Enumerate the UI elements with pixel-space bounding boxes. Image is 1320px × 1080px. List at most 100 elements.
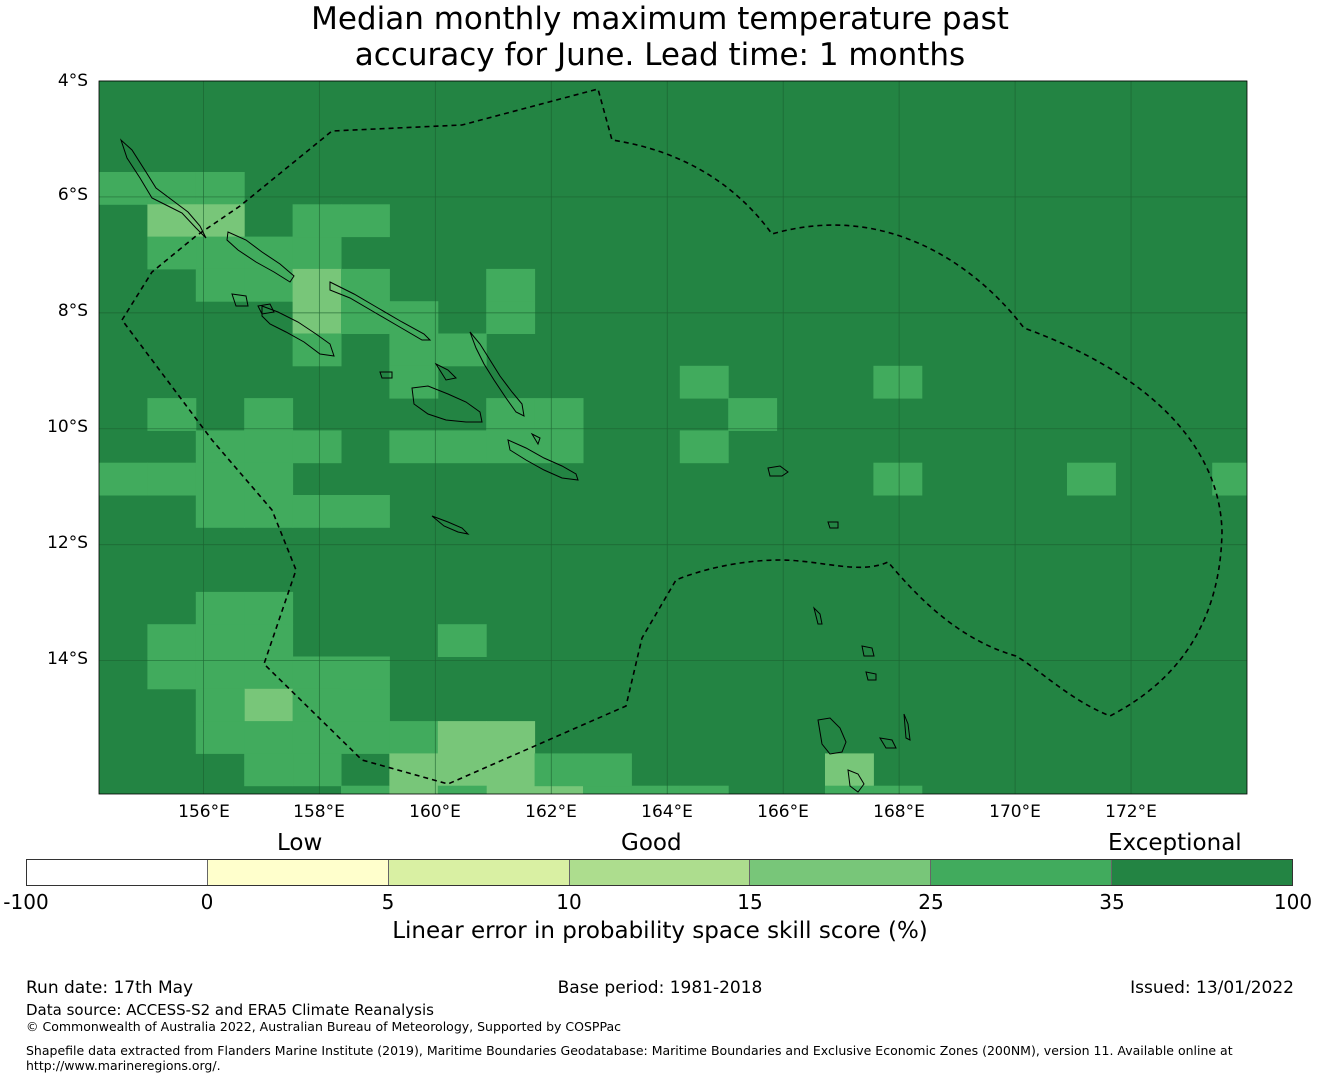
island-gaua: [865, 671, 877, 681]
skill-cell: [292, 333, 342, 367]
legend-category-exceptional: Exceptional: [1108, 830, 1242, 856]
lat-label-14s: 14°S: [47, 649, 88, 669]
skill-cell: [292, 204, 342, 238]
skill-cell: [486, 398, 536, 431]
skill-cell: [1067, 462, 1116, 496]
skill-cell: [244, 753, 294, 787]
skill-cell: [195, 591, 245, 625]
skill-cell: [389, 333, 439, 367]
legend-tick: 35: [1099, 890, 1125, 914]
skill-cell: [341, 495, 390, 528]
skill-cell: [389, 365, 439, 399]
island-vanua-lava: [861, 645, 875, 657]
skill-cell: [195, 204, 245, 238]
skill-cell: [244, 656, 294, 690]
lat-label-4s: 4°S: [57, 71, 88, 91]
skill-cell: [195, 624, 245, 657]
skill-cell: [147, 236, 197, 270]
skill-cell: [389, 721, 439, 754]
skill-cell: [292, 688, 342, 722]
skill-cell: [244, 236, 294, 270]
island-pentecost: [879, 737, 897, 749]
skill-cell: [825, 785, 874, 794]
skill-map: [98, 80, 1248, 795]
island-ulawa: [530, 432, 541, 446]
skill-cell: [244, 268, 294, 302]
skill-cell: [195, 688, 245, 722]
skill-cell: [292, 301, 342, 334]
skill-cell: [292, 656, 342, 690]
skill-cell: [147, 624, 197, 657]
skill-cell: [486, 753, 536, 787]
colorbar-label: Linear error in probability space skill …: [392, 918, 928, 944]
island-espiritu-santo: [817, 717, 847, 755]
map-title-line-1: Median monthly maximum temperature past: [311, 1, 1009, 37]
lon-label-166e: 166°E: [757, 802, 809, 822]
skill-cell: [99, 172, 148, 205]
lon-label-172e: 172°E: [1105, 802, 1157, 822]
lon-label-170e: 170°E: [989, 802, 1041, 822]
island-malaita: [469, 331, 525, 417]
skill-cell: [195, 495, 245, 528]
skill-cell: [583, 785, 632, 794]
island-santa-cruz: [767, 465, 789, 477]
legend-category-low: Low: [277, 830, 323, 856]
legend-tick: -100: [3, 890, 49, 914]
legend-tick: 25: [918, 890, 944, 914]
legend-swatch: [569, 860, 751, 885]
skill-cell: [195, 236, 245, 270]
issued-date: Issued: 13/01/2022: [1130, 978, 1294, 998]
skill-cell: [244, 721, 294, 754]
lon-label-162e: 162°E: [525, 802, 577, 822]
lon-label-168e: 168°E: [873, 802, 925, 822]
skill-cells: [99, 172, 1247, 794]
island-bougainville: [119, 138, 207, 239]
run-date: Run date: 17th May: [26, 978, 194, 998]
lat-label-10s: 10°S: [47, 417, 88, 437]
lon-label-156e: 156°E: [178, 802, 230, 822]
legend-tick: 10: [556, 890, 582, 914]
skill-cell: [486, 785, 536, 794]
island-new-georgia: [261, 305, 335, 357]
skill-cell: [679, 365, 729, 399]
skill-cell: [631, 785, 681, 794]
skill-cell: [728, 398, 778, 431]
skill-cell: [389, 785, 439, 794]
skill-cell: [341, 688, 390, 722]
skill-cell: [437, 753, 487, 787]
skill-cell: [583, 753, 632, 787]
island-torres: [813, 606, 823, 625]
skill-cell: [437, 624, 487, 657]
skill-cell: [873, 365, 923, 399]
lat-label-6s: 6°S: [57, 185, 88, 205]
skill-cell: [195, 721, 245, 754]
legend-swatch: [1112, 860, 1293, 885]
skill-cell: [147, 656, 197, 690]
legend-colorbar: [26, 859, 1293, 886]
island-malakula: [847, 769, 865, 793]
skill-cell: [195, 172, 245, 205]
copyright: © Commonwealth of Australia 2022, Austra…: [26, 1019, 621, 1034]
skill-cell: [534, 430, 584, 464]
lon-label-158e: 158°E: [293, 802, 345, 822]
skill-cell: [437, 333, 487, 367]
skill-cell: [292, 268, 342, 302]
skill-cell: [486, 721, 536, 754]
skill-cell: [534, 753, 584, 787]
skill-cell: [437, 430, 487, 464]
legend-swatch: [931, 860, 1113, 885]
skill-cell: [534, 785, 584, 794]
lat-label-12s: 12°S: [47, 533, 88, 553]
skill-cell: [389, 430, 439, 464]
skill-cell: [437, 721, 487, 754]
coastlines: [119, 138, 911, 793]
shapefile-credit-line-1: Shapefile data extracted from Flanders M…: [26, 1043, 1233, 1058]
island-shortland: [231, 293, 249, 307]
island-rennell: [431, 515, 470, 535]
skill-cell: [292, 495, 342, 528]
legend-category-good: Good: [621, 830, 682, 856]
skill-cell: [147, 204, 197, 238]
skill-cell: [195, 268, 245, 302]
island-santa-isabel: [329, 281, 432, 341]
legend-swatch: [27, 860, 208, 885]
